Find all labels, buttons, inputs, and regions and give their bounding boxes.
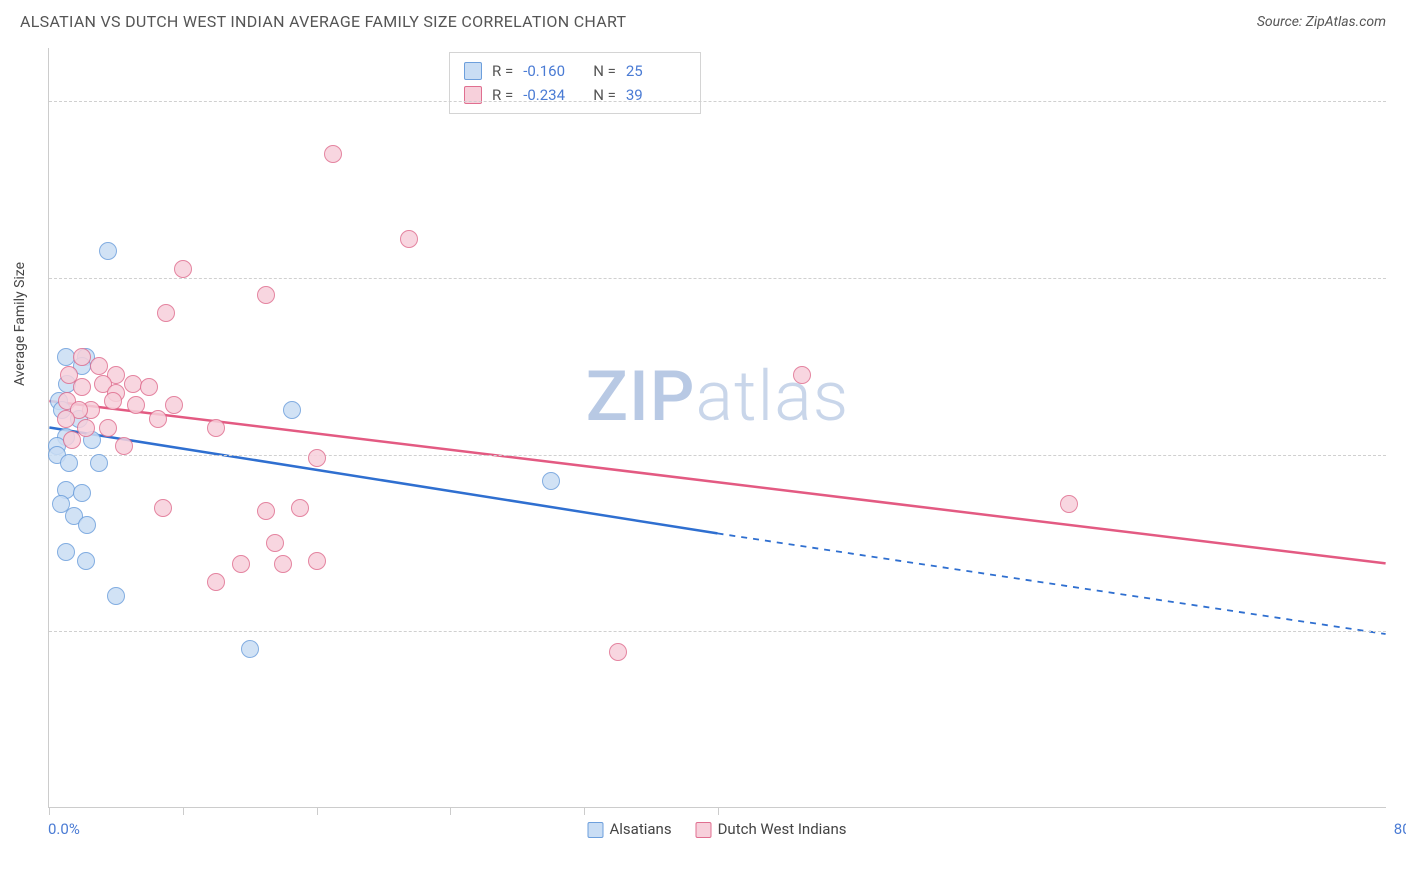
data-point-dutch-west-indians (99, 419, 117, 437)
r-label: R = (492, 59, 513, 83)
source-name: ZipAtlas.com (1306, 14, 1386, 30)
data-point-dutch-west-indians (73, 348, 91, 366)
data-point-dutch-west-indians (257, 286, 275, 304)
data-point-dutch-west-indians (308, 552, 326, 570)
data-point-dutch-west-indians (157, 304, 175, 322)
x-tick (450, 807, 451, 815)
x-tick (183, 807, 184, 815)
data-point-dutch-west-indians (124, 375, 142, 393)
stats-swatch-icon (464, 62, 482, 80)
data-point-dutch-west-indians (207, 419, 225, 437)
r-label: R = (492, 83, 513, 107)
x-tick (584, 807, 585, 815)
data-point-alsatians (99, 242, 117, 260)
data-point-alsatians (283, 401, 301, 419)
n-label: N = (593, 59, 616, 83)
legend-label: Dutch West Indians (718, 820, 847, 838)
data-point-alsatians (57, 543, 75, 561)
data-point-dutch-west-indians (127, 396, 145, 414)
stats-row-alsatians: R = -0.160 N = 25 (464, 59, 686, 83)
data-point-alsatians (90, 454, 108, 472)
data-point-alsatians (78, 516, 96, 534)
data-point-dutch-west-indians (154, 499, 172, 517)
n-value: 25 (626, 59, 686, 83)
n-value: 39 (626, 83, 686, 107)
data-point-dutch-west-indians (73, 378, 91, 396)
chart-title: ALSATIAN VS DUTCH WEST INDIAN AVERAGE FA… (20, 12, 626, 31)
stats-row-dutch-west-indians: R = -0.234 N = 39 (464, 83, 686, 107)
series-legend: Alsatians Dutch West Indians (588, 820, 847, 838)
trend-line-alsatians (49, 428, 717, 534)
source-attribution: Source: ZipAtlas.com (1257, 14, 1386, 30)
source-prefix: Source: (1257, 14, 1306, 30)
y-tick-label: 4.00 (1392, 269, 1406, 287)
data-point-alsatians (52, 495, 70, 513)
data-point-dutch-west-indians (257, 502, 275, 520)
data-point-dutch-west-indians (1060, 495, 1078, 513)
x-axis-labels: 0.0% AlsatiansDutch West Indians 80.0% (48, 820, 1386, 844)
data-point-alsatians (107, 587, 125, 605)
data-point-dutch-west-indians (793, 366, 811, 384)
data-point-dutch-west-indians (90, 357, 108, 375)
n-label: N = (593, 83, 616, 107)
trend-lines-layer (49, 48, 1386, 807)
y-tick-label: 2.00 (1392, 622, 1406, 640)
x-tick (317, 807, 318, 815)
data-point-alsatians (73, 484, 91, 502)
gridline (49, 101, 1386, 102)
data-point-dutch-west-indians (609, 643, 627, 661)
x-tick (718, 807, 719, 815)
trend-line-dutch-west-indians (49, 401, 1385, 563)
watermark: ZIPatlas (586, 356, 850, 438)
data-point-alsatians (57, 348, 75, 366)
y-axis-label: Average Family Size (12, 262, 28, 386)
data-point-alsatians (241, 640, 259, 658)
data-point-dutch-west-indians (104, 392, 122, 410)
data-point-dutch-west-indians (266, 534, 284, 552)
legend-swatch-icon (696, 822, 712, 838)
watermark-part2: atlas (695, 356, 849, 438)
gridline (49, 278, 1386, 279)
x-axis-min-label: 0.0% (48, 820, 80, 838)
data-point-dutch-west-indians (165, 396, 183, 414)
legend-label: Alsatians (610, 820, 672, 838)
data-point-dutch-west-indians (207, 573, 225, 591)
data-point-dutch-west-indians (174, 260, 192, 278)
y-tick-label: 3.00 (1392, 446, 1406, 464)
data-point-alsatians (60, 454, 78, 472)
r-value: -0.234 (523, 83, 583, 107)
r-value: -0.160 (523, 59, 583, 83)
data-point-alsatians (77, 552, 95, 570)
trend-line-extrapolation-alsatians (718, 533, 1386, 634)
chart-plot-area: ZIPatlas R =-0.160N =25R =-0.234N =39 2.… (48, 48, 1386, 808)
data-point-dutch-west-indians (274, 555, 292, 573)
data-point-dutch-west-indians (149, 410, 167, 428)
data-point-dutch-west-indians (63, 431, 81, 449)
data-point-dutch-west-indians (291, 499, 309, 517)
x-axis-max-label: 80.0% (1394, 820, 1406, 838)
x-tick (49, 807, 50, 815)
correlation-stats-box: R = -0.160 N = 25 R = -0.234 N = 39 (449, 52, 701, 114)
data-point-dutch-west-indians (115, 437, 133, 455)
data-point-dutch-west-indians (232, 555, 250, 573)
chart-header: ALSATIAN VS DUTCH WEST INDIAN AVERAGE FA… (0, 0, 1406, 39)
legend-item-dutch-west-indians: Dutch West Indians (696, 820, 847, 838)
data-point-alsatians (542, 472, 560, 490)
legend-item-alsatians: Alsatians (588, 820, 672, 838)
watermark-part1: ZIP (586, 356, 696, 438)
gridline (49, 455, 1386, 456)
data-point-dutch-west-indians (400, 230, 418, 248)
data-point-dutch-west-indians (57, 410, 75, 428)
data-point-dutch-west-indians (140, 378, 158, 396)
y-tick-label: 5.00 (1392, 92, 1406, 110)
gridline (49, 631, 1386, 632)
legend-swatch-icon (588, 822, 604, 838)
data-point-dutch-west-indians (308, 449, 326, 467)
data-point-dutch-west-indians (324, 145, 342, 163)
